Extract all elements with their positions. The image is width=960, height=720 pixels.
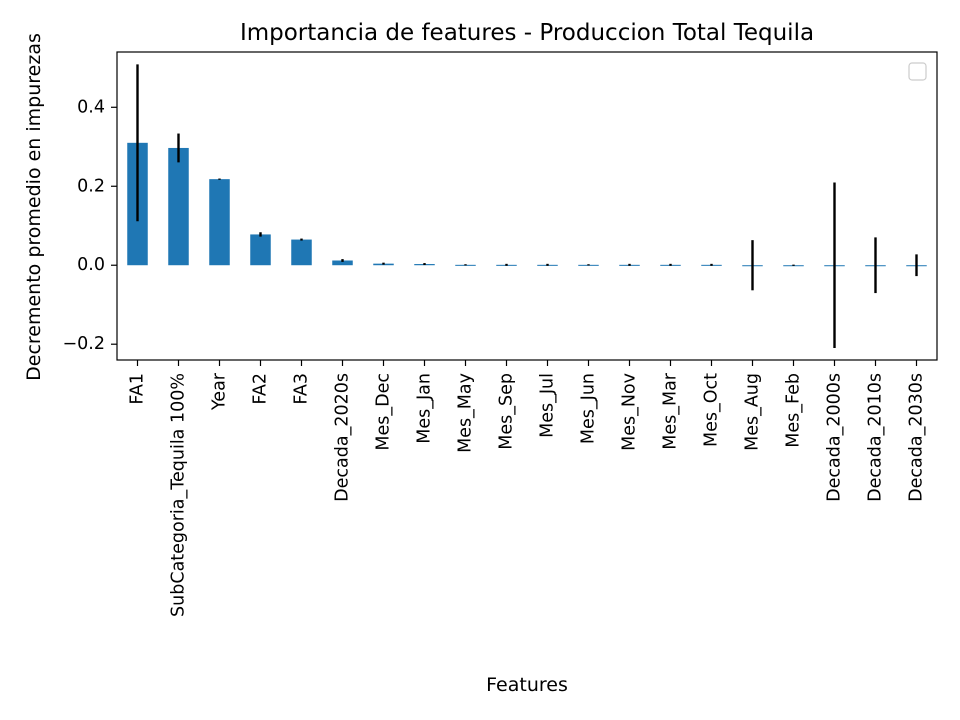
errorbars-group [136, 64, 918, 348]
x-tick-label-mes-jun: Mes_Jun [579, 373, 599, 444]
bar-subcategoria-tequila-100 [168, 147, 189, 266]
x-tick-label-subcategoria-tequila-100: SubCategoria_Tequila 100% [169, 373, 189, 617]
x-tick-label-mes-may: Mes_May [456, 373, 476, 453]
bar-year [209, 179, 230, 266]
x-tick-label-decada-2030s: Decada_2030s [907, 373, 927, 502]
x-tick-label-mes-jan: Mes_Jan [415, 373, 435, 444]
x-tick-label-year: Year [210, 372, 230, 411]
x-tick-label-mes-oct: Mes_Oct [702, 373, 722, 447]
x-tick-label-mes-feb: Mes_Feb [784, 373, 804, 448]
x-tick-label-fa1: FA1 [128, 373, 148, 405]
bar-decada-2020s [332, 260, 353, 266]
y-tick-label: 0.2 [77, 176, 105, 196]
plot-frame [116, 51, 938, 361]
x-tick-label-mes-aug: Mes_Aug [743, 373, 763, 451]
y-axis: −0.2 0.0 0.2 0.4 [63, 97, 117, 354]
x-tick-label-mes-nov: Mes_Nov [620, 373, 640, 451]
x-tick-label-fa3: FA3 [292, 373, 312, 405]
x-tick-label-mes-dec: Mes_Dec [374, 373, 394, 451]
x-tick-label-mes-mar: Mes_Mar [661, 372, 681, 450]
x-tick-label-mes-sep: Mes_Sep [497, 373, 517, 450]
x-tick-label-fa2: FA2 [251, 373, 271, 405]
y-axis-label: Decremento promedio en impurezas [23, 33, 45, 381]
x-tick-label-mes-jul: Mes_Jul [538, 373, 558, 438]
bar-fa3 [291, 239, 312, 266]
legend-box [908, 62, 927, 81]
y-tick-label: 0.0 [77, 255, 105, 275]
y-tick-label: 0.4 [77, 97, 105, 117]
x-tick-label-decada-2010s: Decada_2010s [866, 373, 886, 502]
x-axis: FA1 SubCategoria_Tequila 100% Year FA2 FA3 De… [128, 360, 927, 617]
x-axis-label: Features [486, 674, 568, 696]
bar-fa2 [250, 234, 271, 266]
x-tick-label-decada-2000s: Decada_2000s [825, 373, 845, 502]
x-tick-label-decada-2020s: Decada_2020s [333, 373, 353, 502]
chart-title: Importancia de features - Produccion Tot… [240, 20, 814, 46]
y-tick-label: −0.2 [63, 334, 106, 354]
